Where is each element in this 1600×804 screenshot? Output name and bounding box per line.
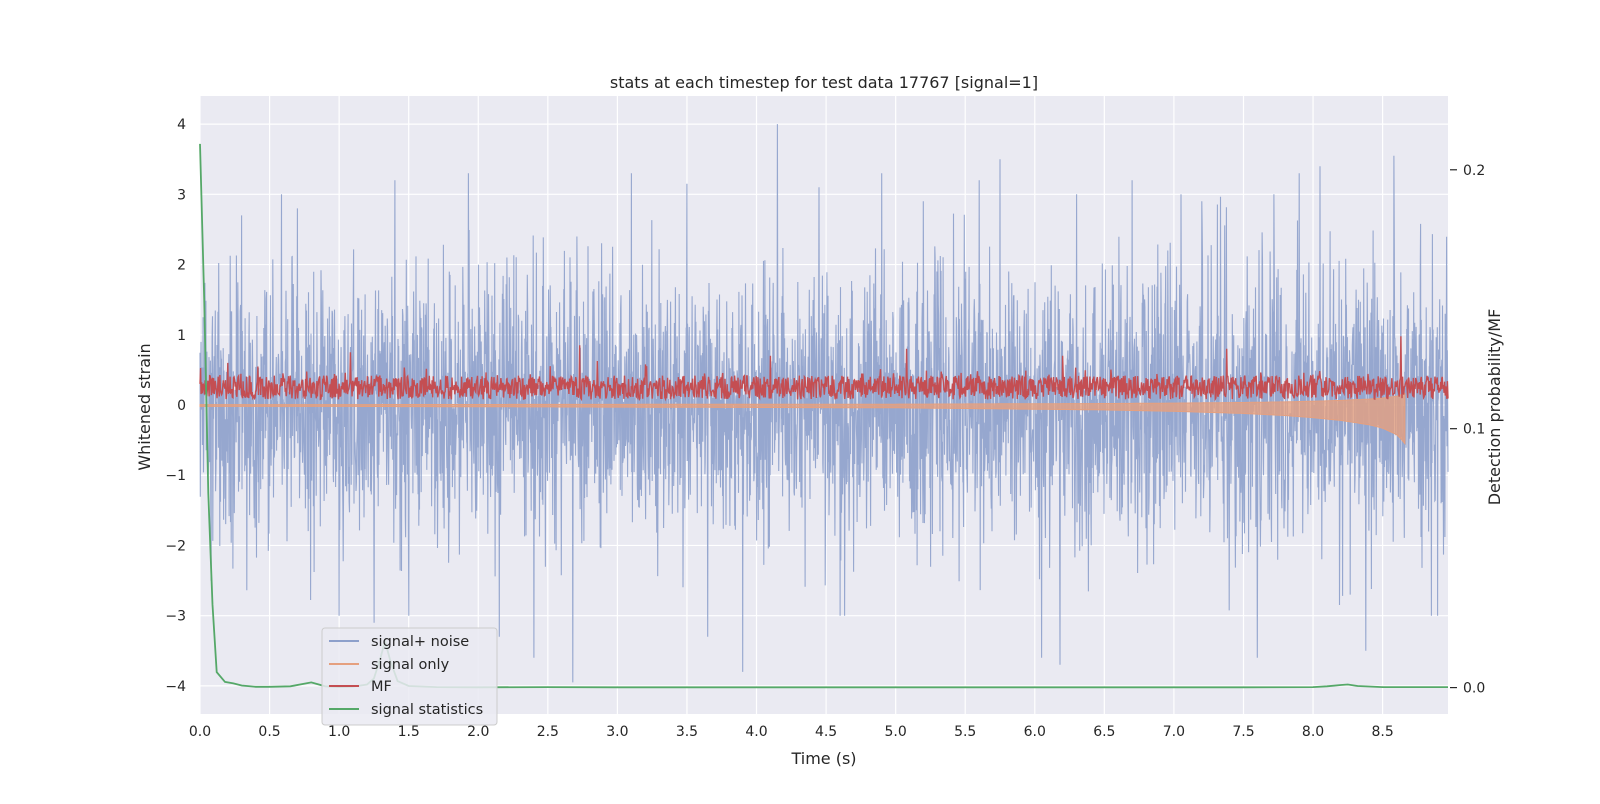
series-signal-only: [199, 392, 1406, 445]
legend: signal+ noise signal only MF signal stat…: [321, 627, 498, 726]
x-tick-label-1: 0.5: [258, 724, 280, 740]
y-tick-label-5: 1: [177, 328, 186, 344]
legend-label-mf: MF: [371, 679, 392, 695]
signal-noise-line: [199, 124, 1449, 683]
y-right-tick-label-0: 0.0: [1463, 681, 1485, 697]
x-tick-label-3: 1.5: [398, 724, 420, 740]
series-mf: [199, 336, 1449, 402]
x-tick-label-8: 4.0: [745, 724, 767, 740]
y-axis-label: Whitened strain: [135, 343, 154, 470]
mf-line: [199, 336, 1449, 402]
y-tick-label-7: 3: [177, 187, 186, 203]
legend-label-signal-noise: signal+ noise: [371, 634, 469, 650]
x-tick-label-15: 7.5: [1232, 724, 1254, 740]
x-tick-label-9: 4.5: [815, 724, 837, 740]
legend-box: [321, 627, 498, 726]
chart-title: stats at each timestep for test data 177…: [610, 73, 1038, 92]
y-tick-label-0: −4: [165, 679, 186, 695]
x-tick-label-11: 5.5: [954, 724, 976, 740]
y-tick-label-2: −2: [165, 538, 186, 554]
legend-label-signal-statistics: signal statistics: [371, 702, 483, 718]
x-tick-label-16: 8.0: [1302, 724, 1324, 740]
y-tick-label-3: −1: [165, 468, 186, 484]
y-right-tick-label-2: 0.2: [1463, 163, 1485, 179]
x-tick-label-7: 3.5: [676, 724, 698, 740]
x-tick-label-2: 1.0: [328, 724, 350, 740]
x-tick-label-10: 5.0: [885, 724, 907, 740]
x-tick-label-13: 6.5: [1093, 724, 1115, 740]
y-right-axis-label: Detection probability/MF: [1485, 309, 1504, 506]
y-tick-label-6: 2: [177, 258, 186, 274]
x-tick-label-6: 3.0: [606, 724, 628, 740]
legend-label-signal-only: signal only: [371, 657, 450, 673]
y-tick-label-1: −3: [165, 609, 186, 625]
y-right-tick-label-1: 0.1: [1463, 422, 1485, 438]
x-tick-label-12: 6.0: [1024, 724, 1046, 740]
x-axis-ticks: 0.0 0.5 1.0 1.5 2.0 2.5 3.0 3.5 4.0 4.5 5.0 5.5 6.0 6…: [189, 724, 1394, 740]
y-tick-label-8: 4: [177, 117, 186, 133]
signal-only-band: [199, 392, 1406, 445]
x-tick-label-4: 2.0: [467, 724, 489, 740]
series-signal-noise: [199, 124, 1449, 683]
y-right-axis-ticks: 0.0 0.1 0.2: [1450, 163, 1485, 697]
x-tick-label-5: 2.5: [537, 724, 559, 740]
x-tick-label-17: 8.5: [1371, 724, 1393, 740]
x-tick-label-14: 7.0: [1163, 724, 1185, 740]
y-axis-ticks: −4 −3 −2 −1 0 1 2 3 4: [165, 117, 186, 695]
y-tick-label-4: 0: [177, 398, 186, 414]
x-axis-label: Time (s): [790, 749, 856, 768]
x-tick-label-0: 0.0: [189, 724, 211, 740]
